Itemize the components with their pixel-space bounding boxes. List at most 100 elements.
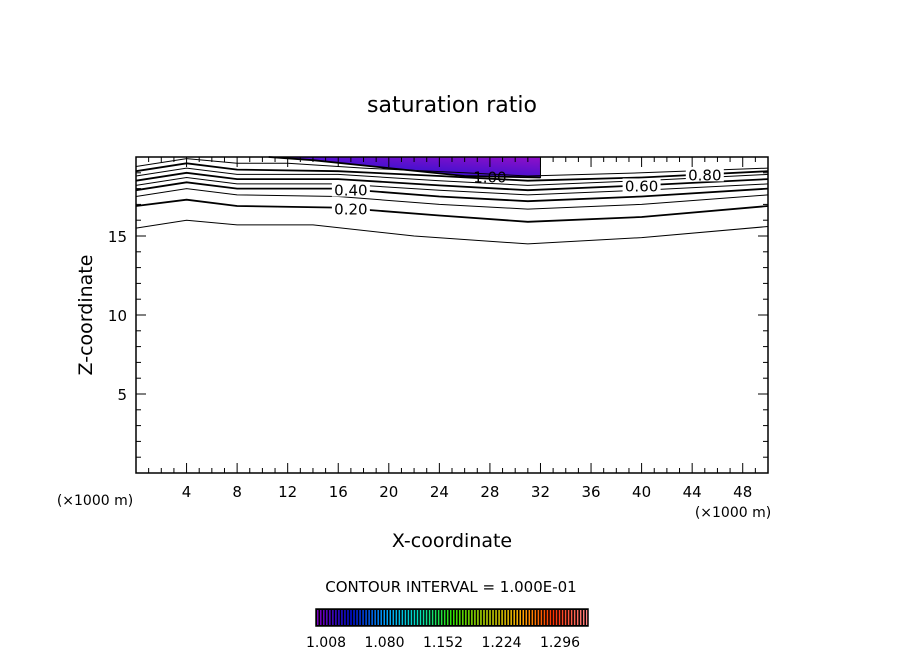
colorbar-swatch [422, 610, 425, 625]
colorbar-swatch [522, 610, 525, 625]
colorbar-swatch [437, 610, 440, 625]
contour-interval-label: CONTOUR INTERVAL = 1.000E-01 [325, 578, 576, 596]
colorbar-swatch [582, 610, 585, 625]
colorbar-tick-label: 1.080 [364, 635, 404, 651]
colorbar-swatch [356, 610, 358, 625]
colorbar-swatch [323, 610, 325, 625]
colorbar-swatch [471, 610, 473, 625]
colorbar-swatch [570, 610, 573, 625]
colorbar-swatch [362, 610, 364, 625]
contour-label-bg [685, 167, 724, 182]
colorbar-swatch [443, 610, 446, 625]
colorbar-swatch [413, 610, 416, 625]
contour-line-0.30 [135, 188, 769, 210]
colorbar-swatch [516, 610, 518, 625]
x-tick-label: 20 [379, 483, 398, 501]
contour-line-1.00 [268, 156, 541, 179]
colorbar-swatch [320, 610, 322, 625]
colorbar-swatch [564, 610, 567, 625]
colorbar-swatch [428, 610, 431, 625]
colorbar-swatch [498, 610, 500, 625]
colorbar-tick-label: 1.296 [540, 635, 580, 651]
colorbar-swatch [552, 610, 555, 625]
x-tick-label: 16 [329, 483, 348, 501]
colorbar-swatch [317, 610, 319, 625]
x-tick-label: 24 [430, 483, 449, 501]
colorbar-swatch [558, 610, 561, 625]
colorbar-swatch [507, 610, 509, 625]
colorbar-swatch [579, 610, 582, 625]
colorbar-swatch [489, 610, 491, 625]
colorbar-swatch [398, 610, 401, 625]
x-tick-label: 44 [683, 483, 702, 501]
y-tick-label: 5 [117, 386, 127, 404]
colorbar-tick-label: 1.224 [481, 635, 521, 651]
colorbar-swatch [531, 610, 534, 625]
colorbar-swatch [446, 610, 449, 625]
colorbar-swatch [477, 610, 479, 625]
colorbar-swatch [567, 610, 570, 625]
colorbar-swatch [537, 610, 540, 625]
colorbar-swatch [344, 610, 346, 625]
colorbar-swatch [456, 610, 458, 625]
colorbar-swatch [377, 610, 379, 625]
colorbar-swatch [576, 610, 579, 625]
colorbar-swatch [543, 610, 546, 625]
colorbar-swatch [425, 610, 428, 625]
colorbar-swatch [561, 610, 564, 625]
y-axis-label: Z-coordinate [75, 255, 97, 376]
colorbar-swatch [332, 610, 334, 625]
colorbar-swatch [389, 610, 392, 625]
colorbar-swatch [501, 610, 503, 625]
colorbar-swatch [380, 610, 382, 625]
colorbar-swatch [546, 610, 549, 625]
colorbar-swatch [338, 610, 340, 625]
contour-label: 0.20 [334, 201, 367, 219]
colorbar-swatch [513, 610, 515, 625]
colorbar-swatch [453, 610, 455, 625]
colorbar-swatch [392, 610, 395, 625]
colorbar-swatch [374, 610, 376, 625]
colorbar-swatch [465, 610, 467, 625]
colorbar-swatch [329, 610, 331, 625]
colorbar-swatch [404, 610, 407, 625]
colorbar-swatch [462, 610, 464, 625]
colorbar-swatch [492, 610, 494, 625]
colorbar-swatch [386, 610, 389, 625]
contour-label-bg [331, 182, 370, 197]
colorbar-swatch [383, 610, 385, 625]
colorbar-swatch [359, 610, 361, 625]
colorbar-swatch [519, 610, 521, 625]
chart-title: saturation ratio [367, 93, 537, 118]
x-tick-label: 8 [232, 483, 242, 501]
contour-label: 0.80 [688, 166, 721, 184]
colorbar-swatch [528, 610, 531, 625]
colorbar-swatch [431, 610, 434, 625]
colorbar-swatch [410, 610, 413, 625]
colorbar-swatch [371, 610, 373, 625]
contour-label-bg [331, 201, 370, 216]
x-axis-label: X-coordinate [392, 530, 512, 552]
colorbar-swatch [341, 610, 343, 625]
contour-line-0.90 [135, 158, 769, 177]
colorbar-swatch [365, 610, 367, 625]
contour-label-bg [622, 178, 661, 193]
contour-label: 0.60 [625, 177, 658, 195]
colorbar-swatch [483, 610, 485, 625]
colorbar-swatch [510, 610, 512, 625]
colorbar-swatch [486, 610, 488, 625]
x-unit-right: (×1000 m) [695, 505, 771, 521]
colorbar-swatch [335, 610, 337, 625]
colorbar-swatch [540, 610, 543, 625]
colorbar-swatch [416, 610, 419, 625]
y-tick-label: 15 [108, 228, 127, 246]
contour-line-0.10 [135, 219, 769, 245]
colorbar-swatch [407, 610, 410, 625]
x-tick-label: 4 [182, 483, 192, 501]
colorbar-tick-label: 1.152 [423, 635, 463, 651]
colorbar-swatch [585, 610, 588, 625]
colorbar-swatch [326, 610, 328, 625]
colorbar-swatch [401, 610, 404, 625]
